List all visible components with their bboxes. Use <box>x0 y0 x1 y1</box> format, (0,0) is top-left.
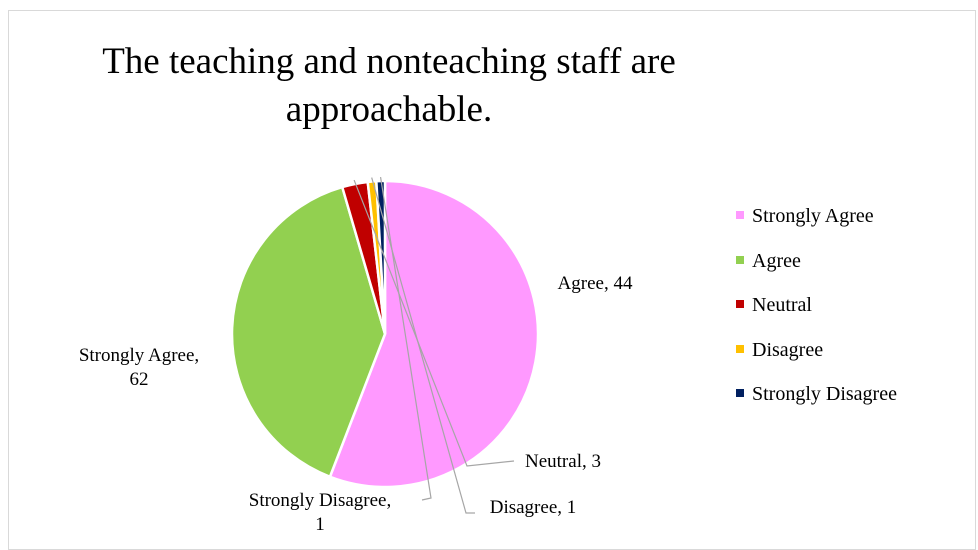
legend-item-strongly-disagree: Strongly Disagree <box>736 381 897 426</box>
legend-label: Agree <box>752 249 801 272</box>
chart-area: The teaching and nonteaching staff are a… <box>8 10 976 550</box>
data-label-strongly-disagree: Strongly Disagree, <box>249 490 391 511</box>
legend-item-disagree: Disagree <box>736 337 897 382</box>
pie-slice-strongly-agree <box>328 179 540 489</box>
legend-label: Strongly Agree <box>752 205 874 227</box>
legend-swatch <box>736 211 744 220</box>
legend-label: Neutral <box>752 294 812 316</box>
leader-line <box>379 176 432 501</box>
leader-line <box>353 179 515 467</box>
data-label-neutral: Neutral, 3 <box>525 451 601 472</box>
legend-swatch <box>736 300 744 309</box>
leader-line <box>371 177 475 514</box>
data-label-strongly-disagree: 1 <box>315 514 325 533</box>
data-label-disagree: Disagree, 1 <box>490 497 577 518</box>
legend-swatch <box>736 389 744 398</box>
legend-item-neutral: Neutral <box>736 292 897 337</box>
data-label-strongly-agree: Strongly Agree, <box>79 345 199 366</box>
pie-chart: Strongly Agree, 62 Agree, 44 Neutral, 3 Disa… <box>79 176 633 533</box>
legend: Strongly Agree Agree Neutral Disagree St… <box>736 203 897 426</box>
legend-label: Strongly Disagree <box>752 383 897 405</box>
legend-swatch <box>736 344 744 353</box>
chart-title: The teaching and nonteaching staff are a… <box>102 41 676 130</box>
legend-item-agree: Agree <box>736 248 897 293</box>
legend-item-strongly-agree: Strongly Agree <box>736 203 897 248</box>
pie-slice-agree <box>230 185 387 479</box>
data-label-agree: Agree, 44 <box>558 273 633 294</box>
legend-label: Disagree <box>752 338 824 361</box>
data-label-strongly-agree: 62 <box>130 369 149 390</box>
legend-swatch <box>736 255 744 264</box>
